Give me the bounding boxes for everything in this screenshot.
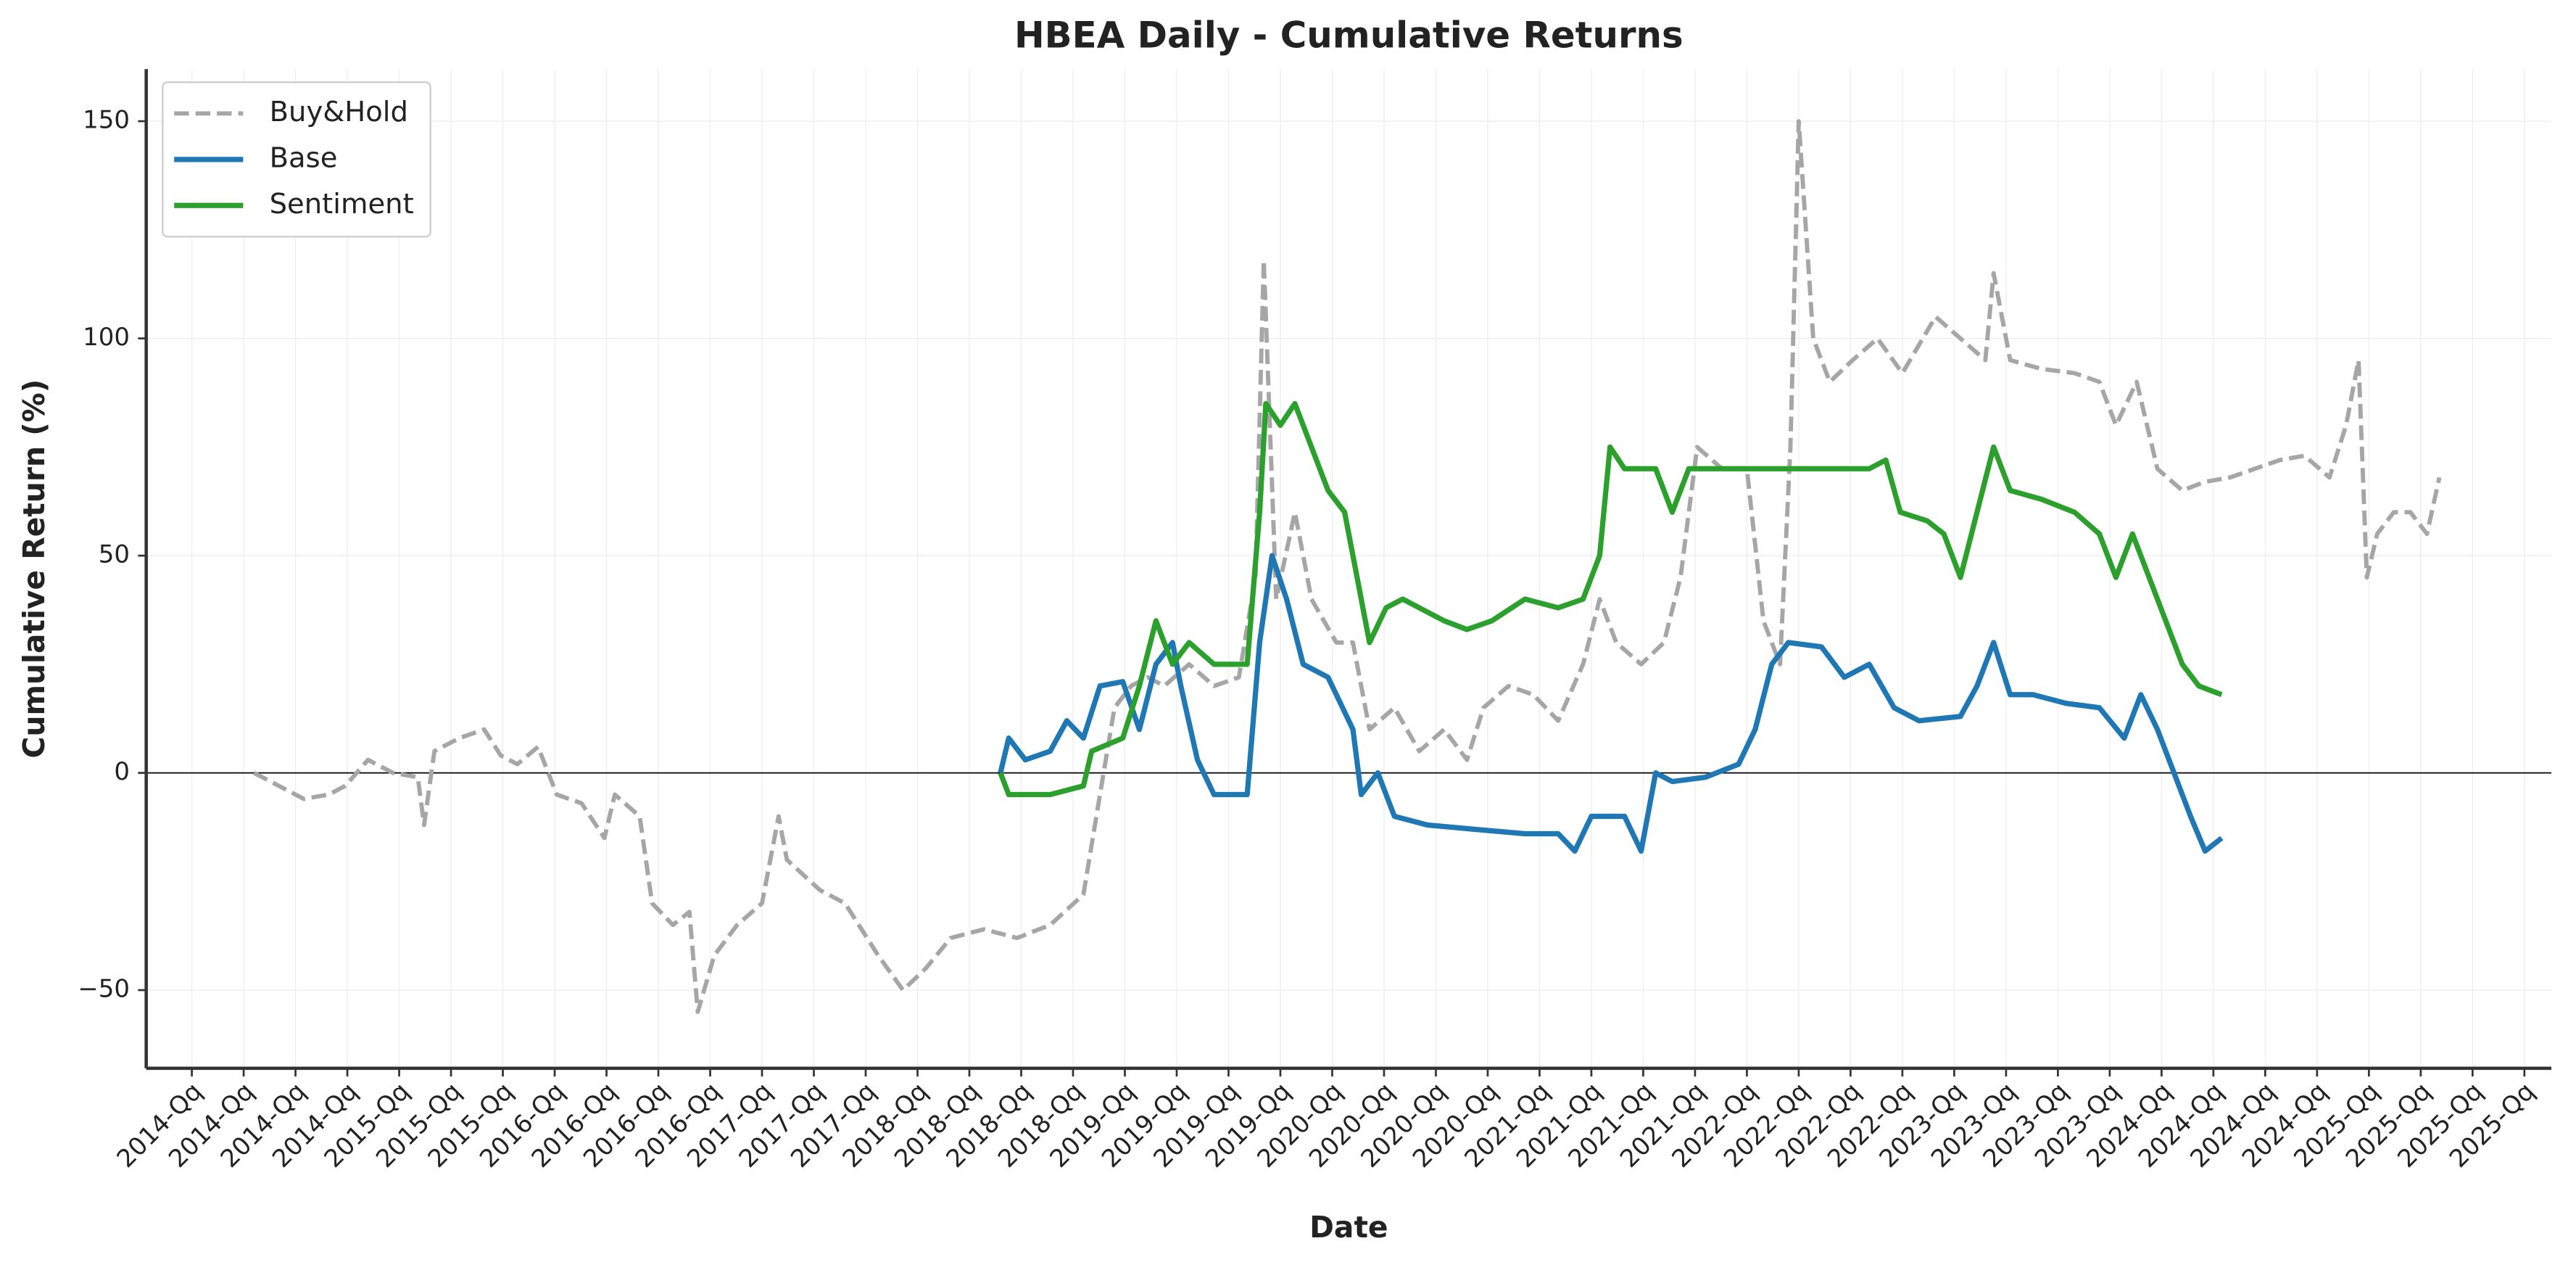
series-line: [253, 119, 2442, 1014]
chart-title: HBEA Daily - Cumulative Returns: [1014, 15, 1683, 57]
y-tick-label: 0: [114, 757, 130, 786]
y-tick-label: 100: [83, 323, 130, 352]
legend-label: Sentiment: [270, 188, 414, 220]
y-tick-label: 150: [83, 106, 130, 135]
series-line: [998, 553, 2224, 854]
series-line: [998, 400, 2223, 798]
x-axis-label: Date: [1309, 1210, 1388, 1245]
legend-box: [162, 81, 431, 238]
legend-label: Buy&Hold: [270, 96, 408, 128]
legend-label: Base: [270, 141, 338, 174]
legend: Buy&Hold Base Sentiment: [162, 81, 431, 238]
y-tick-label: −50: [78, 975, 130, 1004]
y-tick-label: 50: [99, 540, 130, 569]
y-axis-label: Cumulative Return (%): [17, 379, 51, 759]
